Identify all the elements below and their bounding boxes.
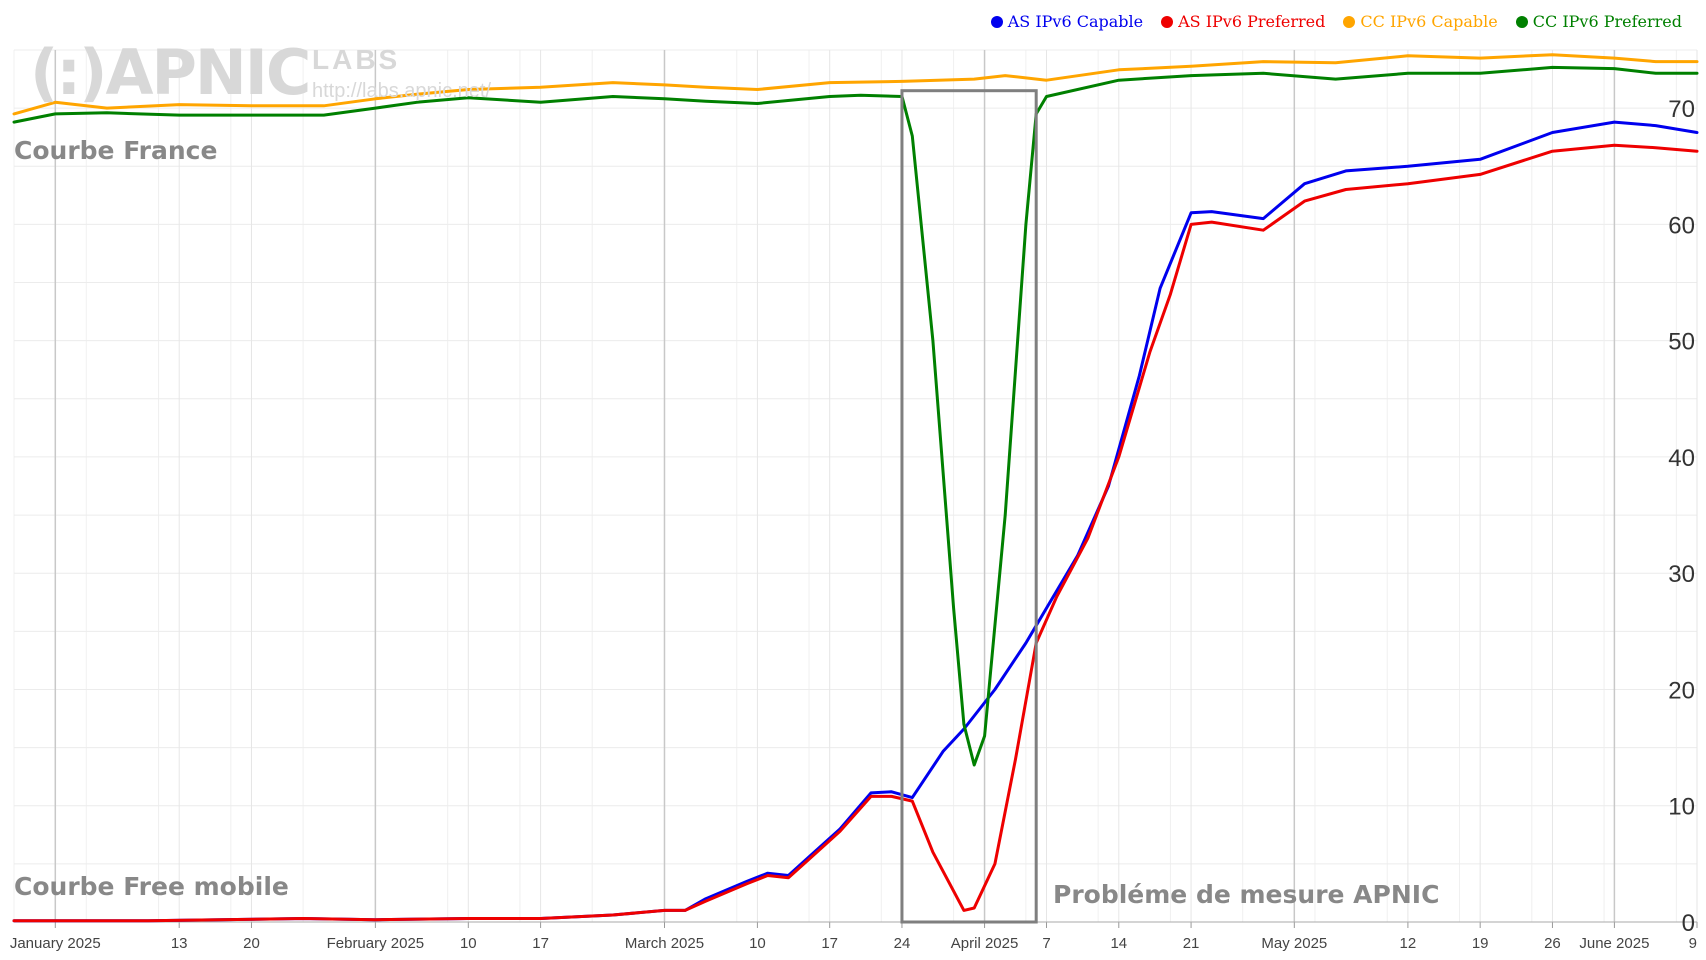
legend-label: AS IPv6 Preferred: [1178, 12, 1326, 31]
x-tick-label: 24: [894, 935, 911, 952]
chart-legend: AS IPv6 Capable AS IPv6 Preferred CC IPv…: [990, 12, 1682, 31]
y-tick-label: 40: [1668, 445, 1695, 472]
x-tick-label: February 2025: [327, 935, 425, 952]
x-tick-label: 17: [821, 935, 838, 952]
annotation-measurement-problem: Probléme de mesure APNIC: [1053, 880, 1440, 909]
legend-dot-icon: [1343, 15, 1356, 28]
x-tick-label: March 2025: [625, 935, 704, 952]
apnic-labs-label: LABS: [312, 44, 401, 75]
legend-item-as-capable[interactable]: AS IPv6 Capable: [990, 12, 1144, 31]
x-tick-label: June 2025: [1579, 935, 1649, 952]
x-tick-label: 12: [1400, 935, 1417, 952]
x-tick-label: 14: [1110, 935, 1127, 952]
y-tick-label: 60: [1668, 212, 1695, 239]
y-tick-label: 10: [1668, 794, 1695, 821]
x-tick-label: 7: [1042, 935, 1050, 952]
legend-item-cc-capable[interactable]: CC IPv6 Capable: [1343, 12, 1498, 31]
legend-label: CC IPv6 Preferred: [1532, 12, 1682, 31]
x-tick-label: April 2025: [951, 935, 1019, 952]
legend-dot-icon: [990, 15, 1003, 28]
y-tick-label: 70: [1668, 96, 1695, 123]
legend-label: AS IPv6 Capable: [1007, 12, 1144, 31]
apnic-logo: (:)APNIC: [30, 36, 311, 109]
legend-item-as-preferred[interactable]: AS IPv6 Preferred: [1161, 12, 1325, 31]
y-tick-label: 20: [1668, 677, 1695, 704]
measurement-problem-box: [900, 89, 1038, 924]
x-tick-label: 9: [1689, 935, 1697, 952]
series-line-2: [12, 53, 1699, 116]
x-tick-label: 20: [243, 935, 260, 952]
x-tick-label: 17: [532, 935, 549, 952]
legend-label: CC IPv6 Capable: [1360, 12, 1498, 31]
legend-item-cc-preferred[interactable]: CC IPv6 Preferred: [1515, 12, 1682, 31]
y-tick-label: 30: [1668, 561, 1695, 588]
x-tick-label: May 2025: [1261, 935, 1327, 952]
apnic-labs-watermark: (:)APNIC LABS http://labs.apnic.net/: [30, 36, 491, 109]
x-tick-label: 19: [1472, 935, 1489, 952]
legend-dot-icon: [1515, 15, 1528, 28]
annotation-france: Courbe France: [14, 136, 218, 165]
series-line-1: [12, 143, 1699, 923]
legend-dot-icon: [1161, 15, 1174, 28]
series-line-3: [12, 65, 1699, 767]
series-line-0: [12, 120, 1699, 923]
x-tick-label: 10: [460, 935, 477, 952]
x-tick-label: January 2025: [10, 935, 101, 952]
y-tick-label: 50: [1668, 329, 1695, 356]
x-tick-label: 21: [1183, 935, 1200, 952]
apnic-url: http://labs.apnic.net/: [312, 80, 492, 102]
x-tick-label: 10: [749, 935, 766, 952]
x-tick-label: 13: [171, 935, 188, 952]
annotation-free-mobile: Courbe Free mobile: [14, 872, 289, 901]
x-tick-label: 26: [1544, 935, 1561, 952]
y-tick-label: 0: [1682, 910, 1695, 937]
